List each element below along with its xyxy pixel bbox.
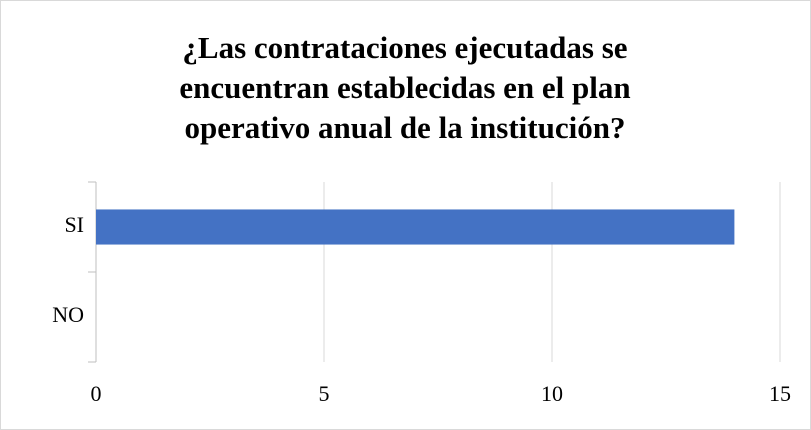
x-tick-label: 15 bbox=[769, 381, 791, 406]
y-tick-label: NO bbox=[52, 302, 84, 327]
chart-title: ¿Las contrataciones ejecutadas se encuen… bbox=[179, 30, 631, 145]
bar bbox=[96, 209, 735, 245]
x-tick-label: 10 bbox=[541, 381, 563, 406]
x-tick-label: 5 bbox=[319, 381, 330, 406]
y-tick-label: SI bbox=[64, 212, 84, 237]
x-tick-label: 0 bbox=[91, 381, 102, 406]
